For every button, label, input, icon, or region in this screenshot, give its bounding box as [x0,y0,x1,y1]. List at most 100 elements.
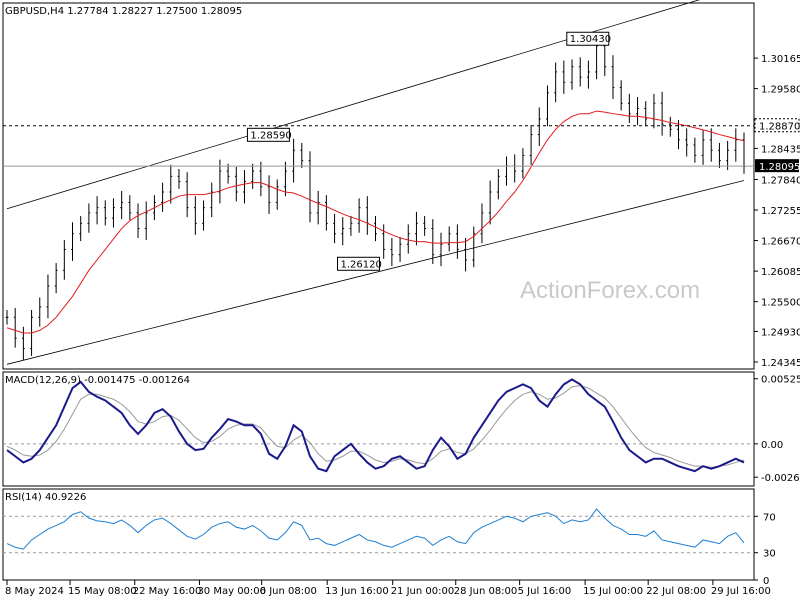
price-bar [284,161,287,197]
price-bar [128,195,132,221]
price-bar [668,116,672,137]
y-tick-label: 1.28435 [761,144,800,155]
price-bar [554,62,558,103]
price-bar [112,198,115,228]
price-bar [644,101,648,127]
price-bar [374,216,377,242]
price-bar [660,91,664,136]
price-bar [103,200,107,226]
price-bar [505,156,508,186]
price-bar [677,119,680,150]
rsi-y-tick-label: 30 [763,549,776,560]
callout-text: 1.28590 [250,130,291,141]
x-tick-label: 21 Jun 00:00 [391,586,455,597]
callout-box [566,31,610,46]
price-bar [333,213,336,244]
price-bar [251,163,255,189]
price-bar [546,85,549,127]
price-bar [627,93,631,124]
price-bar [529,125,533,165]
resistance-tag: 1.28870 [754,118,800,133]
price-bar [79,216,83,242]
price-bar [136,203,140,238]
y-tick-label: 1.25500 [761,298,800,309]
y-tick-label: 1.27255 [761,206,800,217]
price-bar [652,93,656,129]
macd-signal-line [6,385,745,468]
price-bar [202,200,205,231]
price-bar [95,196,99,225]
price-bar [496,169,500,200]
price-bar [521,148,525,179]
price-bar [636,96,639,126]
price-bar [415,211,418,246]
rsi-line [6,508,745,550]
y-tick-label: 1.29580 [761,85,800,96]
price-bar [218,159,222,204]
price-bar [685,128,689,157]
price-bar [21,326,25,361]
y-tick-label: 1.30165 [761,54,800,65]
panel-frame-0 [2,2,755,370]
x-tick-label: 5 Jul 16:00 [518,586,572,597]
price-bar [455,224,459,259]
price-bar [349,216,353,236]
current-price-tag: 1.28095 [755,159,800,173]
rsi-y-tick-label: 70 [763,512,776,523]
panel-frame-2 [2,488,755,581]
price-bar [423,216,427,236]
price-bar [488,180,492,225]
price-bar [439,232,443,267]
x-tick-label: 6 Jun 08:00 [260,586,317,597]
channel-lower-line [6,180,745,365]
price-bar [161,182,164,212]
price-bar [62,240,66,280]
price-bar [611,55,615,100]
price-bar [177,169,181,189]
price-bar [464,237,467,272]
macd-y-tick-label: -0.00269 [761,473,800,484]
price-bar [300,142,304,168]
price-bar [701,130,705,165]
x-tick-label: 15 May 08:00 [68,586,137,597]
price-bar [243,170,246,204]
price-bar [537,107,541,147]
price-bar [472,226,476,268]
price-bar [341,217,345,246]
callout-box [337,256,380,271]
resistance-tag-box [754,118,800,133]
price-bar [587,60,590,89]
price-bar [365,196,369,235]
main-title: GBPUSD,H4 1.27784 1.28227 1.27500 1.2809… [5,6,242,17]
price-bar [234,166,238,202]
rsi-title: RSI(14) 40.9226 [5,492,86,503]
macd-y-tick-label: 0.00 [761,440,783,451]
price-bar [226,163,230,184]
channel-upper-line [6,0,700,210]
macd-title: MACD(12,26,9) -0.001475 -0.001264 [5,375,190,386]
price-bar [54,263,58,294]
price-bar [357,198,361,233]
current-price-tag-text: 1.28095 [759,162,800,173]
x-tick-label: 15 Jul 00:00 [583,586,643,597]
y-tick-label: 1.26085 [761,267,800,278]
x-tick-label: 22 May 16:00 [133,586,202,597]
price-bar [513,154,517,183]
price-bar [718,142,721,168]
price-bar [169,164,173,204]
price-bar [447,226,451,252]
price-bar [578,57,582,87]
price-bar [267,175,271,214]
y-tick-label: 1.27840 [761,175,800,186]
price-bar [87,203,91,233]
price-bar [5,310,9,325]
price-bar [398,236,402,262]
price-bar [275,179,279,210]
macd-y-tick-label: 0.005257 [761,375,800,386]
price-bar [382,224,386,259]
price-bar [308,151,312,223]
callout-box [246,127,290,142]
price-bar [210,182,214,218]
panel-frame-1 [2,371,755,487]
